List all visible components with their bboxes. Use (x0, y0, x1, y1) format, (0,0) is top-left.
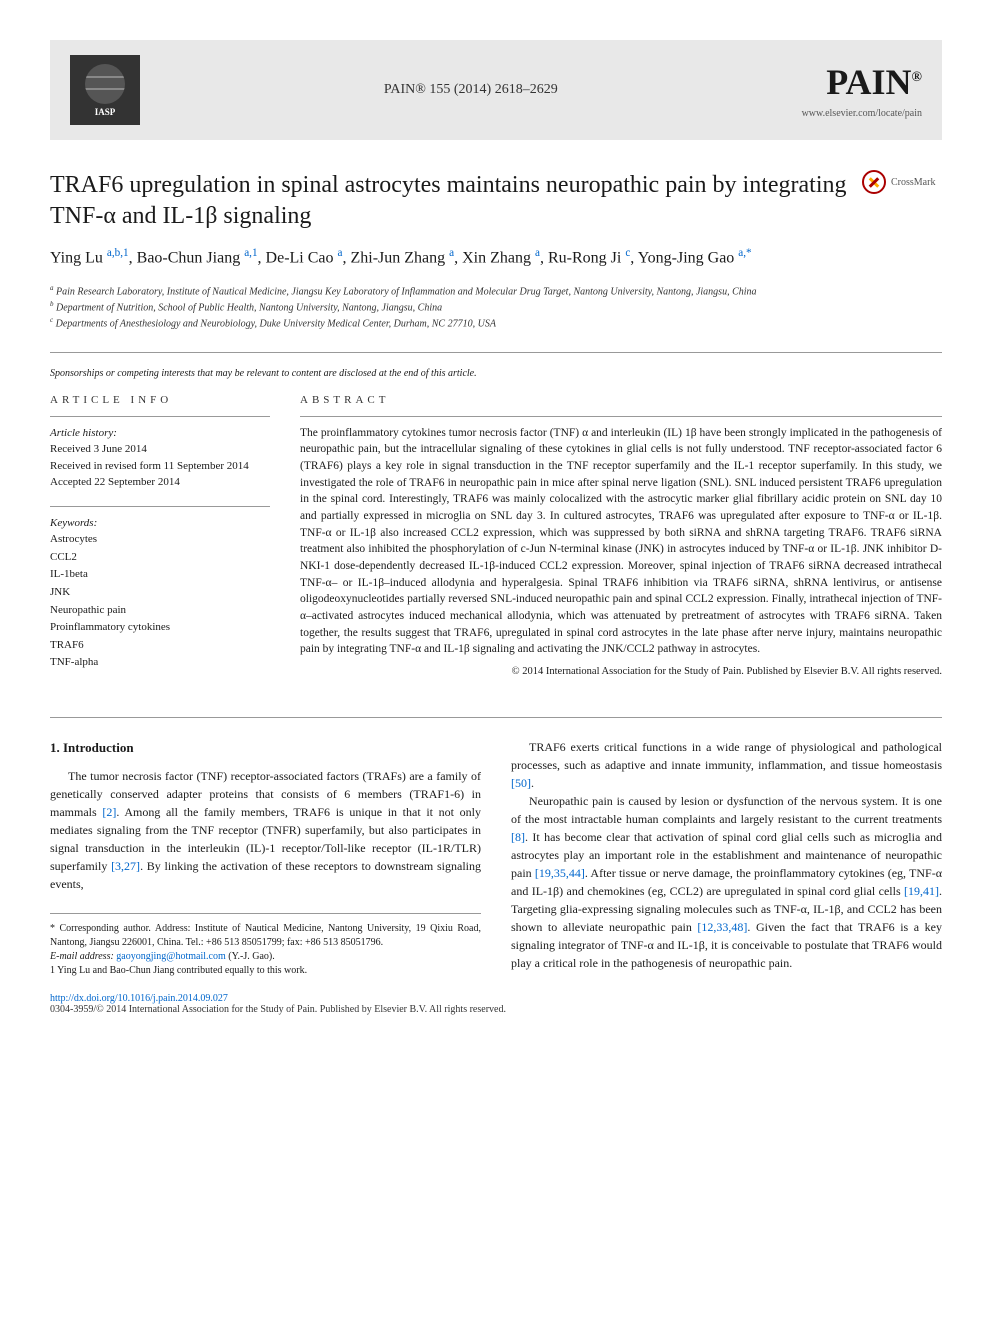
sponsorship-note: Sponsorships or competing interests that… (50, 368, 942, 379)
crossmark-badge[interactable]: CrossMark (862, 170, 942, 194)
abstract-text: The proinflammatory cytokines tumor necr… (300, 416, 942, 658)
issn-copyright: 0304-3959/© 2014 International Associati… (50, 1004, 942, 1015)
journal-reference: PAIN® 155 (2014) 2618–2629 (384, 82, 558, 98)
contribution-note: 1 Ying Lu and Bao-Chun Jiang contributed… (50, 964, 481, 978)
intro-paragraph-3: Neuropathic pain is caused by lesion or … (511, 792, 942, 972)
intro-paragraph-2: TRAF6 exerts critical functions in a wid… (511, 738, 942, 792)
intro-paragraph-1: The tumor necrosis factor (TNF) receptor… (50, 767, 481, 893)
doi-line: http://dx.doi.org/10.1016/j.pain.2014.09… (50, 993, 942, 1004)
article-history: Article history: Received 3 June 2014Rec… (50, 416, 270, 491)
column-left: 1. Introduction The tumor necrosis facto… (50, 738, 481, 979)
crossmark-icon (862, 170, 886, 194)
affiliations: a Pain Research Laboratory, Institute of… (50, 283, 942, 332)
corresponding-author: * Corresponding author. Address: Institu… (50, 922, 481, 950)
abstract-copyright: © 2014 International Association for the… (300, 666, 942, 677)
journal-header: IASP PAIN® 155 (2014) 2618–2629 PAIN® ww… (50, 40, 942, 140)
body-text: 1. Introduction The tumor necrosis facto… (50, 738, 942, 979)
footnotes: * Corresponding author. Address: Institu… (50, 913, 481, 978)
abstract-label: ABSTRACT (300, 394, 942, 406)
doi-link[interactable]: http://dx.doi.org/10.1016/j.pain.2014.09… (50, 993, 228, 1004)
elsevier-link[interactable]: www.elsevier.com/locate/pain (802, 108, 922, 119)
article-title: TRAF6 upregulation in spinal astrocytes … (50, 170, 942, 232)
iasp-logo: IASP (70, 55, 140, 125)
email-link[interactable]: gaoyongjing@hotmail.com (116, 951, 225, 962)
keywords-block: Keywords: AstrocytesCCL2IL-1betaJNKNeuro… (50, 506, 270, 672)
abstract-section: ABSTRACT The proinflammatory cytokines t… (300, 394, 942, 687)
author-list: Ying Lu a,b,1, Bao-Chun Jiang a,1, De-Li… (50, 247, 942, 267)
email-line: E-mail address: gaoyongjing@hotmail.com … (50, 950, 481, 964)
article-info-label: ARTICLE INFO (50, 394, 270, 406)
pain-logo: PAIN® (802, 61, 922, 103)
column-right: TRAF6 exerts critical functions in a wid… (511, 738, 942, 979)
iasp-text: IASP (95, 107, 116, 117)
intro-heading: 1. Introduction (50, 738, 481, 758)
article-info-sidebar: ARTICLE INFO Article history: Received 3… (50, 394, 270, 687)
